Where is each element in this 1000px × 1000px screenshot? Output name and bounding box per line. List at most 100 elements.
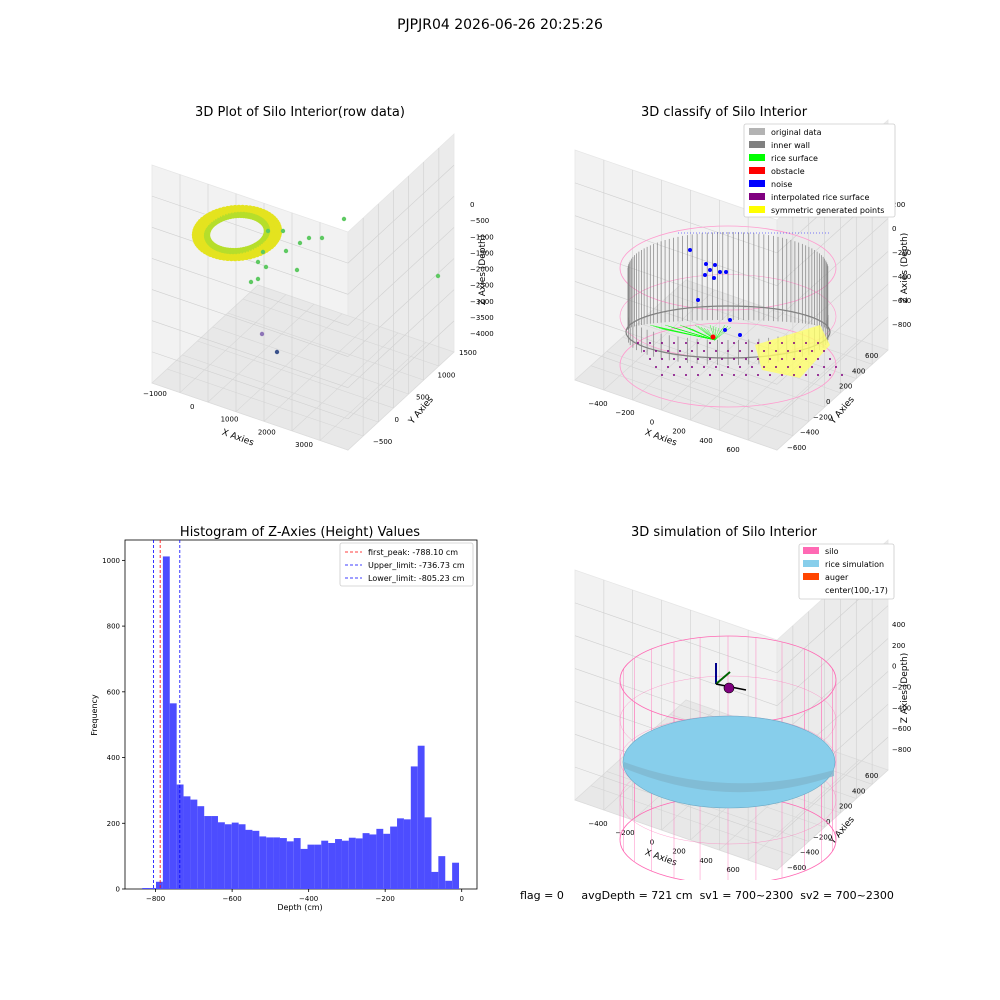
interp-point — [829, 374, 831, 376]
noise-point — [724, 270, 728, 274]
interp-point — [649, 358, 651, 360]
interp-point — [739, 366, 741, 368]
x-tick-label: 600 — [726, 866, 739, 874]
interp-point — [823, 350, 825, 352]
interp-point — [811, 366, 813, 368]
y-tick-label: 400 — [107, 754, 120, 762]
interp-point — [739, 350, 741, 352]
histogram-bar — [445, 880, 453, 889]
histogram-bar — [149, 888, 156, 889]
z-tick-label: −800 — [892, 746, 911, 754]
legend-swatch — [803, 573, 819, 580]
histogram-bar — [190, 799, 198, 889]
interp-point — [673, 342, 675, 344]
histogram-bar — [341, 840, 349, 889]
histogram-bar — [438, 856, 446, 889]
gridline — [347, 196, 455, 295]
interp-point — [775, 350, 777, 352]
histogram-bar — [286, 841, 294, 889]
histogram-bar — [431, 871, 439, 889]
y-tick-label: 0 — [826, 398, 830, 406]
interp-point — [709, 342, 711, 344]
data-point — [248, 279, 254, 285]
legend-swatch — [803, 560, 819, 567]
histogram-bar — [197, 806, 205, 889]
legend-swatch — [749, 154, 765, 161]
y-tick-label: 0 — [826, 818, 830, 826]
histogram-bar — [300, 848, 308, 889]
histogram-bar — [307, 844, 315, 889]
simulation-3d-plot: 3D simulation of Silo Interior −400 −200 0 2… — [574, 525, 911, 880]
gridline — [151, 351, 349, 420]
x-tick-label: 600 — [726, 446, 739, 454]
legend-swatch — [749, 128, 765, 135]
histogram-bar — [279, 838, 287, 889]
legend-swatch — [749, 206, 765, 213]
interp-point — [745, 342, 747, 344]
legend-box — [798, 543, 895, 600]
interp-point — [745, 374, 747, 376]
interp-point — [679, 350, 681, 352]
interp-point — [787, 366, 789, 368]
interp-point — [661, 358, 663, 360]
gridline — [347, 320, 455, 420]
noise-point — [723, 328, 727, 332]
interp-point — [817, 342, 819, 344]
interp-point — [751, 350, 753, 352]
legend-box — [743, 123, 896, 218]
x-axis-label: X Axies — [220, 428, 255, 449]
interp-point — [781, 342, 783, 344]
interp-point — [703, 366, 705, 368]
gridline — [747, 339, 860, 441]
gridline — [574, 346, 778, 418]
interp-point — [793, 342, 795, 344]
gridline — [776, 605, 889, 706]
y-tick-label: −200 — [813, 833, 832, 841]
z-tick-label: −1000 — [470, 233, 494, 241]
y-tick-label: 400 — [852, 787, 865, 795]
histogram-bar — [224, 824, 232, 889]
rice-surface-edge — [624, 762, 834, 793]
y-tick-label: −400 — [800, 429, 819, 437]
data-point — [341, 216, 347, 222]
noise-point — [712, 276, 716, 280]
histogram-bar — [217, 822, 225, 889]
gridline — [182, 354, 379, 423]
interp-point — [733, 342, 735, 344]
histogram-plot: Histogram of Z-Axies (Height) Values −800… — [90, 525, 478, 912]
z-tick-label: −4000 — [470, 330, 494, 338]
interp-point — [709, 358, 711, 360]
x-tick-label: 0 — [459, 895, 463, 903]
z-tick-label: 200 — [892, 201, 905, 209]
interp-point — [775, 366, 777, 368]
histogram-bar — [335, 839, 342, 889]
gridline — [574, 281, 778, 352]
histogram-bar — [321, 840, 329, 889]
silo-wire — [619, 322, 837, 408]
interp-point — [805, 358, 807, 360]
z-tick-label: 400 — [892, 621, 905, 629]
legend: silo rice simulation auger center(100,-17) — [798, 543, 895, 600]
z-tick-label: −200 — [892, 249, 911, 257]
gridline — [291, 332, 399, 432]
rice-surface-line — [661, 328, 716, 341]
chart-title: Histogram of Z-Axies (Height) Values — [180, 525, 420, 540]
interp-point — [757, 358, 759, 360]
interp-point — [793, 358, 795, 360]
legend-label: obstacle — [771, 167, 805, 176]
simulation-geometry — [619, 635, 837, 880]
data-point — [283, 248, 289, 254]
histogram-bar — [211, 816, 218, 889]
histogram-bar — [155, 881, 163, 889]
histogram-bar — [403, 819, 411, 889]
histogram-bar — [328, 842, 336, 889]
x-tick-label: 3000 — [295, 441, 313, 449]
x-tick-label: −600 — [223, 895, 242, 903]
raw-points — [191, 204, 441, 355]
histogram-bar — [204, 816, 212, 889]
interp-point — [787, 350, 789, 352]
histogram-bar — [314, 844, 322, 889]
histogram-bar — [383, 833, 391, 889]
gridline — [207, 303, 315, 403]
x-tick-label: 400 — [699, 857, 712, 865]
